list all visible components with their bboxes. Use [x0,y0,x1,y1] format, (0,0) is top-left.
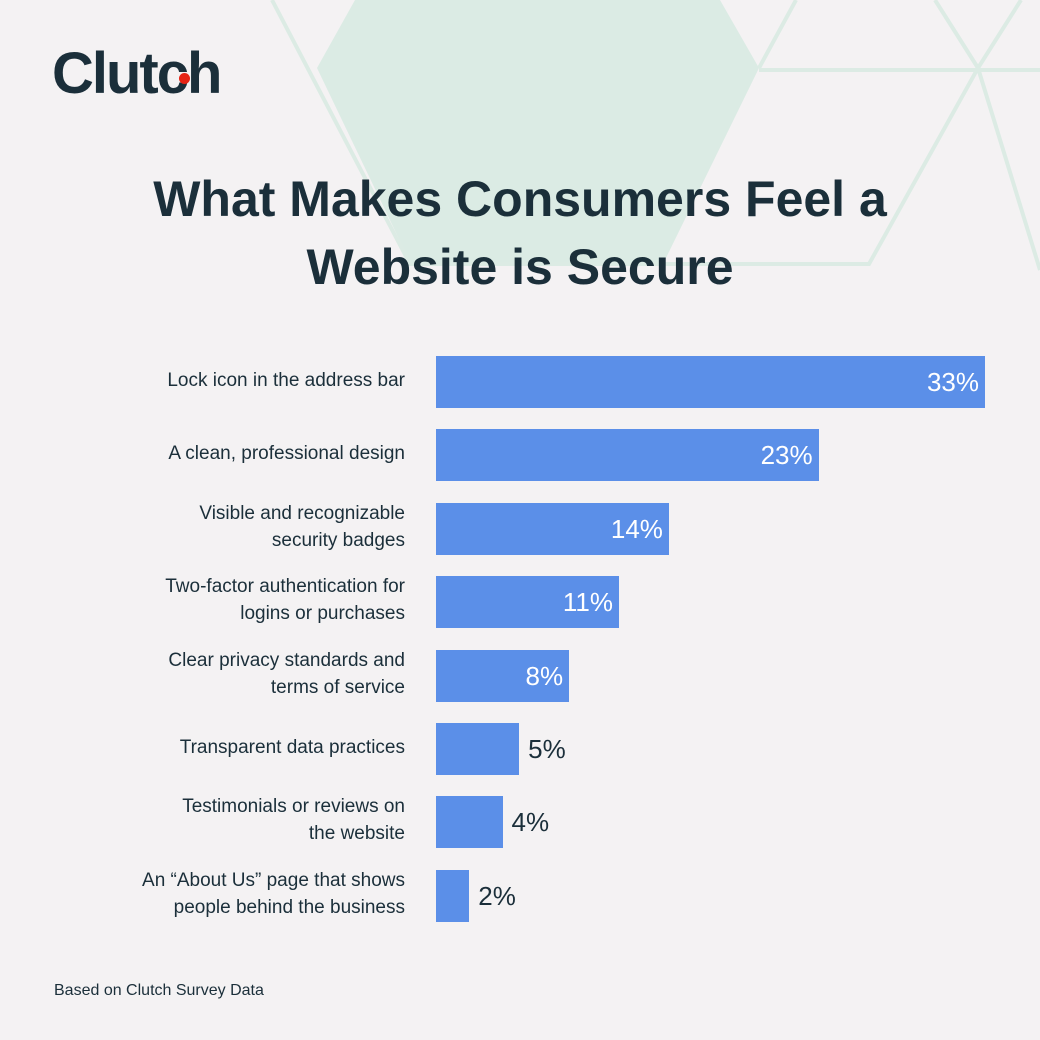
bar [436,576,619,629]
category-label: Transparent data practices [179,736,405,758]
data-label: 11% [562,587,613,618]
category-label: Two-factor authentication for logins or … [165,576,405,625]
data-label: 2% [478,880,516,911]
category-label: A clean, professional design [168,442,405,464]
bar [436,429,819,482]
data-label: 14% [610,513,663,544]
data-label: 23% [760,440,813,471]
category-label: An “About Us” page that shows people beh… [142,869,405,918]
bar [436,796,503,849]
category-label: Clear privacy standards and terms of ser… [168,649,405,698]
bar [436,869,470,922]
data-label: 4% [511,807,550,838]
logo-text: Clutch [52,41,222,106]
source-note: Based on Clutch Survey Data [54,982,264,999]
bar [436,356,985,408]
logo-red-dot [179,73,190,84]
category-label: Lock icon in the address bar [167,369,405,391]
category-label: Testimonials or reviews on the website [182,796,405,845]
data-label: 33% [926,367,979,397]
bar [436,649,570,702]
chart-title: What Makes Consumers Feel a Website is S… [153,171,887,295]
bar [436,502,669,555]
data-label: 8% [525,660,564,691]
bar [436,723,520,775]
data-label: 5% [528,734,566,764]
category-label: Visible and recognizable security badges [199,502,405,551]
clutch-logo: Clutch [52,40,222,107]
